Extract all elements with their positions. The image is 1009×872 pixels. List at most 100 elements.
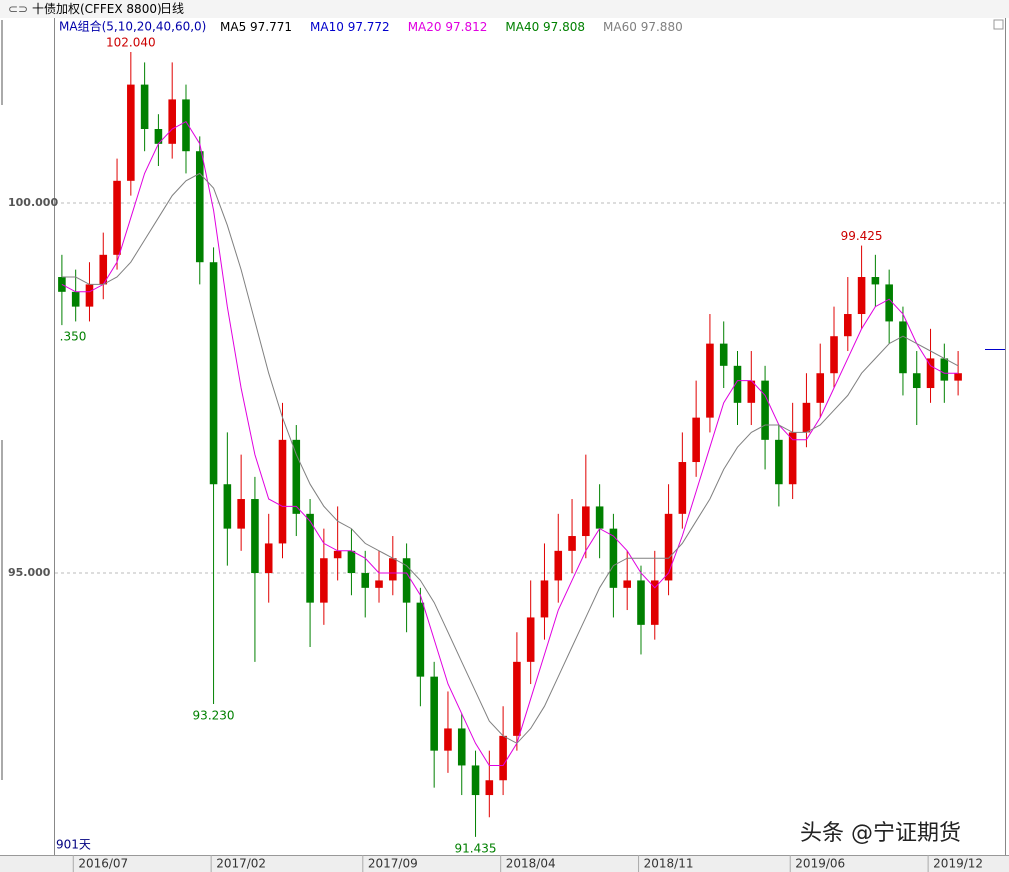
ma-line (61, 172, 959, 744)
candle-body (444, 728, 452, 751)
legend-entry: MA60 97.880 (603, 20, 683, 34)
candle-body (347, 550, 356, 574)
legend-value: 97.771 (250, 20, 292, 34)
candle-body (361, 573, 370, 588)
window-button[interactable] (993, 19, 1004, 30)
candle-body (292, 439, 301, 514)
candle-body (788, 432, 797, 485)
candle-body (940, 358, 949, 381)
candle-body (871, 277, 880, 285)
candle-body (747, 380, 756, 403)
extreme-label: 99.425 (841, 229, 883, 243)
candle-body (154, 129, 163, 144)
candle-body (416, 602, 425, 677)
candle-body (499, 735, 507, 781)
bar-count: 901天 (56, 838, 91, 852)
candle-body (595, 506, 604, 529)
indicator[interactable]: MA组合(5,10,20,40,60,0) (59, 19, 206, 34)
candle-body (650, 580, 659, 625)
candle-body (926, 358, 935, 389)
candle-body (609, 528, 618, 588)
candle-body (526, 617, 535, 662)
candle-body (899, 321, 907, 374)
x-tick-label: 2018/04 (506, 857, 556, 871)
x-tick-label: 2016/07 (78, 857, 128, 871)
candle-body (99, 254, 108, 285)
candle-body (857, 277, 866, 315)
candle-body (485, 780, 494, 796)
top-bar (0, 0, 1009, 18)
candle-body (320, 558, 328, 603)
legend-value: 97.772 (348, 20, 390, 34)
legend-entry: MA20 97.812 (408, 20, 488, 34)
candle-body (802, 402, 811, 433)
candle-body (195, 151, 204, 263)
legend-value: 97.880 (641, 20, 683, 34)
legend-value: 97.808 (543, 20, 585, 34)
candle-body (623, 580, 631, 588)
candle-body (954, 373, 962, 381)
candle-body (912, 373, 921, 389)
candle-body (830, 336, 838, 374)
y-tick-label: 95.000 (8, 566, 51, 579)
legend-value: 97.812 (445, 20, 487, 34)
x-tick-label: 2017/02 (216, 857, 266, 871)
candle-body (375, 580, 383, 588)
candle-body (237, 499, 245, 529)
candle-body (457, 728, 466, 766)
candle-body (471, 765, 480, 796)
period[interactable]: 日线 (160, 2, 184, 16)
candle-body (844, 314, 852, 337)
candle-body (885, 284, 893, 322)
watermark: 头条 @宁证期货 (800, 821, 961, 846)
extreme-label: 91.435 (455, 841, 497, 855)
legend-name: MA5 (220, 20, 246, 34)
legend-entry: MA40 97.808 (505, 20, 585, 34)
extreme-label: .350 (60, 330, 87, 344)
legend-name: MA20 (408, 20, 442, 34)
legend-entry: MA5 97.771 (220, 20, 292, 34)
instrument: ⊂⊃ 十债加权(CFFEX 8800) (8, 2, 162, 16)
x-tick-label: 2019/06 (795, 857, 845, 871)
extreme-label: 93.230 (193, 709, 235, 723)
candle-body (513, 661, 521, 736)
candle-body (85, 284, 94, 307)
candle-body (816, 373, 825, 403)
candle-body (554, 550, 563, 581)
x-tick-label: 2018/11 (644, 857, 694, 871)
candle-body (140, 84, 149, 130)
candle-body (568, 536, 576, 551)
candle-body (389, 558, 397, 581)
candle-body (333, 550, 342, 559)
candle-body (775, 439, 783, 485)
candle-body (540, 580, 549, 618)
candle-body (113, 180, 121, 255)
ma-line (61, 120, 959, 766)
candle-body (582, 506, 590, 537)
candle-body (168, 99, 176, 144)
extreme-label: 102.040 (106, 36, 156, 50)
legend-name: MA10 (310, 20, 344, 34)
candle-body (209, 262, 218, 485)
candle-body (182, 99, 190, 152)
legend-name: MA60 (603, 20, 637, 34)
candle-body (402, 558, 411, 603)
date-strip (0, 855, 1009, 872)
candle-body (127, 84, 135, 181)
candle-body (637, 580, 645, 625)
candle-body (278, 439, 287, 544)
y-tick-label: 100.000 (8, 196, 58, 209)
candle-body (71, 291, 80, 307)
candle-body (719, 343, 728, 366)
candle-body (223, 484, 232, 529)
instrument-name: 十债加权(CFFEX 8800) (32, 2, 162, 16)
candle-body (706, 343, 714, 418)
candle-body (264, 543, 273, 574)
x-tick-label: 2017/09 (368, 857, 418, 871)
candle-body (664, 513, 673, 581)
candle-body (430, 676, 438, 751)
candle-body (692, 417, 700, 463)
candle-body (733, 365, 742, 403)
